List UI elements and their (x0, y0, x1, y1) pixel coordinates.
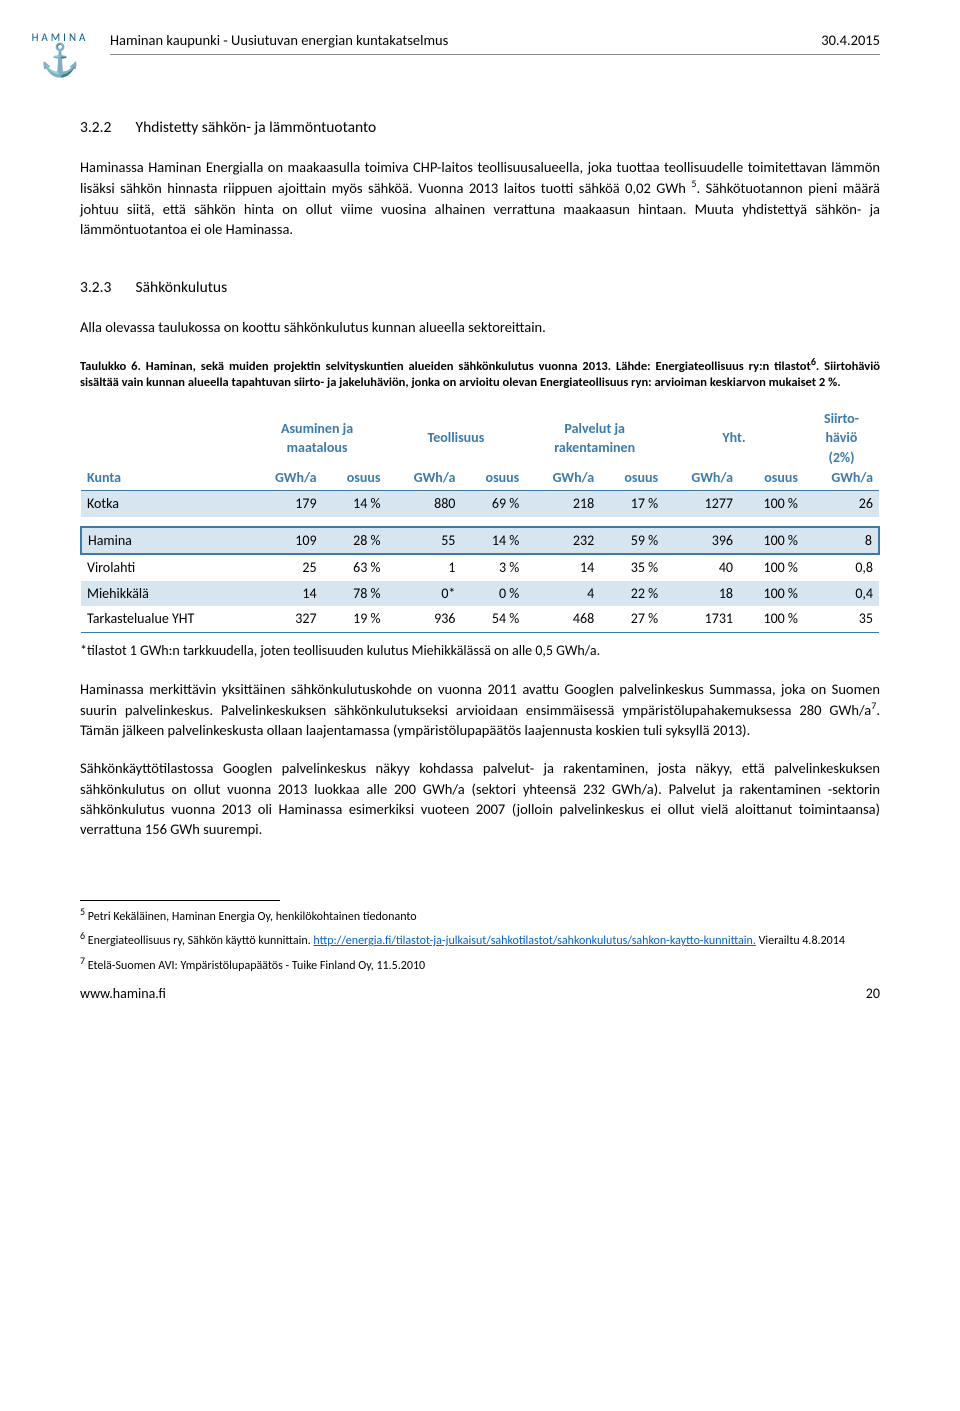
page-number: 20 (866, 984, 880, 1004)
section-num: 3.2.2 (80, 117, 132, 139)
footnote-7: 7 Etelä-Suomen AVI: Ympäristölupapäätös … (80, 954, 880, 975)
table-header-row1: Asuminen jamaatalous Teollisuus Palvelut… (81, 406, 879, 468)
table-row: Miehikkälä 1478 % 0*0 % 422 % 18100 % 0,… (81, 581, 879, 607)
table-caption: Taulukko 6. Haminan, sekä muiden projekt… (80, 355, 880, 392)
page-header: HAMINA ⚓ Haminan kaupunki - Uusiutuvan e… (80, 30, 880, 77)
section-title: Yhdistetty sähkön- ja lämmöntuotanto (136, 118, 377, 137)
table-footnote: *tilastot 1 GWh:n tarkkuudella, joten te… (80, 641, 880, 661)
footnote-6: 6 Energiateollisuus ry, Sähkön käyttö ku… (80, 929, 880, 950)
header-title-row: Haminan kaupunki - Uusiutuvan energian k… (110, 30, 880, 55)
footer-url: www.hamina.fi (80, 984, 166, 1004)
logo: HAMINA ⚓ (30, 30, 90, 77)
table-row: Kotka 17914 % 88069 % 21817 % 1277100 % … (81, 491, 879, 517)
anchor-icon: ⚓ (30, 45, 90, 77)
section-title: Sähkönkulutus (136, 278, 228, 297)
table-row: Virolahti 2563 % 13 % 1435 % 40100 % 0,8 (81, 554, 879, 581)
section-num: 3.2.3 (80, 277, 132, 299)
body-p2: Sähkönkäyttötilastossa Googlen palvelink… (80, 758, 880, 839)
s322-p1: Haminassa Haminan Energialla on maakaasu… (80, 157, 880, 239)
table-row-total: Tarkastelualue YHT 32719 % 93654 % 46827… (81, 606, 879, 632)
footnote-link[interactable]: http://energia.fi/tilastot-ja-julkaisut/… (313, 934, 755, 948)
footnote-5: 5 Petri Kekäläinen, Haminan Energia Oy, … (80, 905, 880, 926)
footnote-rule (80, 900, 280, 901)
doc-title: Haminan kaupunki - Uusiutuvan energian k… (110, 30, 448, 50)
page-footer: www.hamina.fi 20 (80, 984, 880, 1004)
section-322-heading: 3.2.2 Yhdistetty sähkön- ja lämmöntuotan… (80, 117, 880, 139)
table-header-row2: Kunta GWh/aosuus GWh/aosuus GWh/aosuus G… (81, 468, 879, 491)
table-row-highlighted: Hamina 10928 % 5514 % 23259 % 396100 % 8 (81, 527, 879, 555)
doc-date: 30.4.2015 (821, 30, 880, 50)
section-323-heading: 3.2.3 Sähkönkulutus (80, 277, 880, 299)
s323-p1: Alla olevassa taulukossa on koottu sähkö… (80, 317, 880, 337)
body-p1: Haminassa merkittävin yksittäinen sähkön… (80, 679, 880, 741)
sahkonkulutus-table: Asuminen jamaatalous Teollisuus Palvelut… (80, 406, 880, 633)
